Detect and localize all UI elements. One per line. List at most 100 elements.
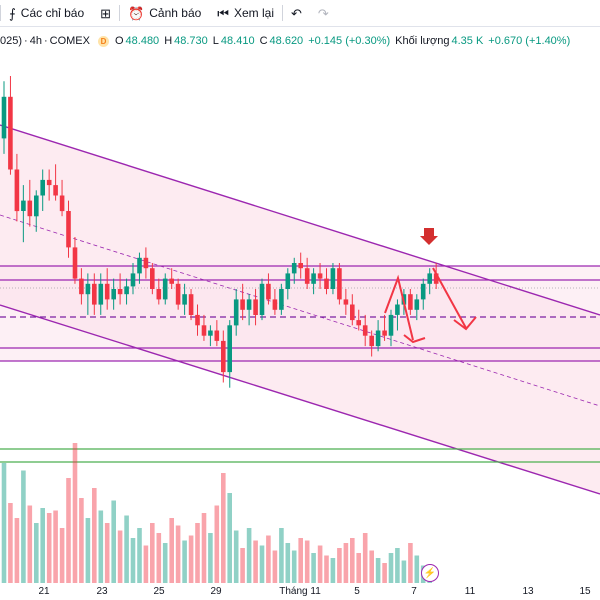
candle-body [85, 283, 91, 295]
candle-body [330, 268, 336, 289]
volume-bar [21, 470, 26, 583]
symbol-name[interactable]: 025) [0, 35, 23, 47]
time-axis-label: Tháng 11 [279, 586, 321, 597]
time-axis-label: 15 [579, 586, 591, 597]
volume-bar [124, 515, 129, 583]
volume-bar [1, 463, 7, 583]
price-chart[interactable] [0, 50, 600, 583]
volume-bar [330, 558, 336, 583]
volume-bar [356, 553, 361, 583]
volume-bar [375, 558, 381, 583]
candle-body [182, 294, 187, 305]
volume-bar [169, 518, 174, 583]
toolbar-divider [282, 5, 284, 21]
candle-body [343, 299, 349, 305]
volume-bar [156, 533, 162, 583]
volume-bar [104, 523, 110, 583]
candle-body [350, 304, 355, 321]
projection-arrowhead-long [453, 316, 477, 331]
candle-body [311, 273, 316, 284]
drawing-layer [0, 124, 600, 495]
candle-body [175, 283, 181, 305]
layout-button[interactable]: ⊞ [92, 0, 119, 26]
volume-bar [8, 503, 13, 583]
candle-body [117, 289, 123, 295]
candle-body [21, 200, 26, 211]
replay-button[interactable]: ⏮ Xem lại [209, 0, 282, 26]
volume-bar [111, 500, 116, 583]
candle-body [169, 278, 174, 284]
candle-body [240, 299, 245, 310]
candle-body [337, 268, 342, 300]
top-toolbar: ⨍ Các chỉ báo ⊞ ⏰ Cảnh báo ⏮ Xem lại ↶ ↷ [0, 0, 600, 27]
alerts-button[interactable]: ⏰ Cảnh báo [120, 0, 209, 26]
candle-body [246, 299, 252, 310]
candle-body [395, 304, 400, 315]
projection-arrow-long [432, 267, 467, 329]
candle-body [79, 278, 84, 295]
volume-bar [59, 528, 65, 583]
redo-button[interactable]: ↷ [310, 0, 337, 26]
indicators-label: Các chỉ báo [20, 6, 85, 20]
legend-separator: · [24, 35, 28, 47]
candle-body [8, 96, 13, 170]
exchange-label: COMEX [49, 35, 90, 47]
candle-body [40, 179, 45, 196]
candle-body [208, 330, 213, 336]
candle-body [272, 299, 278, 310]
volume-key: Khối lượng [395, 35, 450, 47]
candle-body [324, 278, 329, 289]
symbol-legend: 025) · 4h · COMEX D O 48.480 H 48.730 L 48.… [0, 33, 573, 49]
candle-body [66, 211, 71, 248]
time-axis[interactable]: 21 23 25 29 Tháng 11 5 7 11 13 15 [0, 583, 600, 600]
volume-bar [46, 513, 52, 583]
close-key: C [259, 35, 268, 47]
low-key: L [212, 35, 219, 47]
candle-body [259, 283, 265, 315]
candle-body [124, 286, 129, 295]
candle-body [143, 257, 149, 269]
candle-body [253, 299, 258, 315]
candle-body [266, 283, 271, 300]
volume-bar [79, 498, 84, 583]
volume-bar [14, 518, 20, 583]
candle-body [304, 268, 310, 284]
events-bolt-icon[interactable]: ⚡ [421, 564, 439, 582]
toolbar-divider [0, 5, 1, 21]
undo-button[interactable]: ↶ [283, 0, 310, 26]
candle-body [1, 96, 7, 139]
volume-bar [208, 533, 213, 583]
candlesticks [1, 76, 439, 388]
high-value: 48.730 [174, 35, 208, 47]
volume-bar [98, 510, 104, 583]
volume-bar [53, 510, 58, 583]
delayed-data-badge[interactable]: D [97, 35, 109, 47]
high-key: H [164, 35, 173, 47]
volume-bar [395, 548, 400, 583]
candle-body [408, 294, 413, 310]
candle-body [188, 294, 194, 315]
low-value: 48.410 [220, 35, 255, 47]
candle-body [420, 283, 426, 300]
volume-bar [401, 560, 407, 583]
volume-bar [324, 555, 329, 583]
volume-change-value: +0.670 (+1.40%) [488, 35, 571, 47]
volume-bar [27, 505, 33, 583]
range-box-fill [0, 266, 600, 361]
volume-bar [298, 538, 303, 583]
candle-body [375, 330, 381, 347]
volume-bar [188, 535, 194, 583]
replay-icon: ⏮ [217, 5, 229, 21]
candle-body [34, 195, 39, 217]
candle-body [14, 169, 20, 212]
candle-body [162, 278, 168, 300]
volume-bar [369, 550, 374, 583]
candle-body [221, 340, 226, 373]
projection-arrow-short [384, 274, 414, 341]
volume-value: 4.35 K [451, 35, 484, 47]
volume-bar [175, 525, 181, 583]
interval-label[interactable]: 4h [29, 35, 42, 47]
volume-bar [162, 543, 168, 583]
indicators-button[interactable]: ⨍ Các chỉ báo [1, 0, 92, 26]
candle-body [214, 330, 220, 341]
